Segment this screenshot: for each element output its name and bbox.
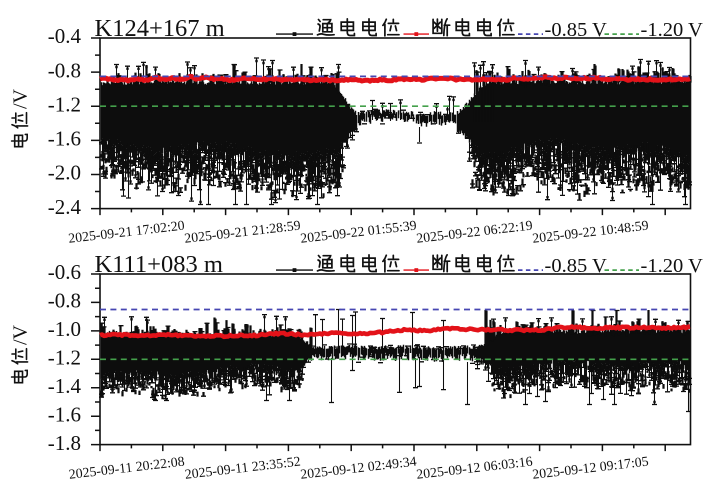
- svg-text:-1.0: -1.0: [48, 317, 81, 341]
- svg-text:-0.8: -0.8: [48, 289, 81, 313]
- svg-text:K111+083 m: K111+083 m: [95, 251, 223, 278]
- svg-text:-1.20 V: -1.20 V: [641, 255, 703, 277]
- svg-text:-1.6: -1.6: [48, 127, 81, 151]
- svg-text:-1.2: -1.2: [48, 92, 81, 116]
- svg-text:-1.6: -1.6: [48, 402, 81, 426]
- svg-text:-1.4: -1.4: [48, 374, 82, 398]
- svg-text:/V: /V: [10, 324, 32, 345]
- svg-text:-2.4: -2.4: [48, 195, 82, 219]
- svg-text:-1.8: -1.8: [48, 431, 81, 455]
- svg-text:-0.4: -0.4: [48, 24, 82, 48]
- svg-text:-0.8: -0.8: [48, 58, 81, 82]
- svg-text:-2.0: -2.0: [48, 161, 81, 185]
- svg-text:-0.85 V: -0.85 V: [545, 255, 607, 277]
- svg-text:/V: /V: [10, 88, 32, 109]
- svg-text:-1.2: -1.2: [48, 346, 81, 370]
- svg-text:-1.20 V: -1.20 V: [641, 19, 703, 41]
- svg-text:-0.6: -0.6: [48, 260, 81, 284]
- svg-text:-0.85 V: -0.85 V: [545, 19, 607, 41]
- svg-text:K124+167 m: K124+167 m: [95, 15, 225, 42]
